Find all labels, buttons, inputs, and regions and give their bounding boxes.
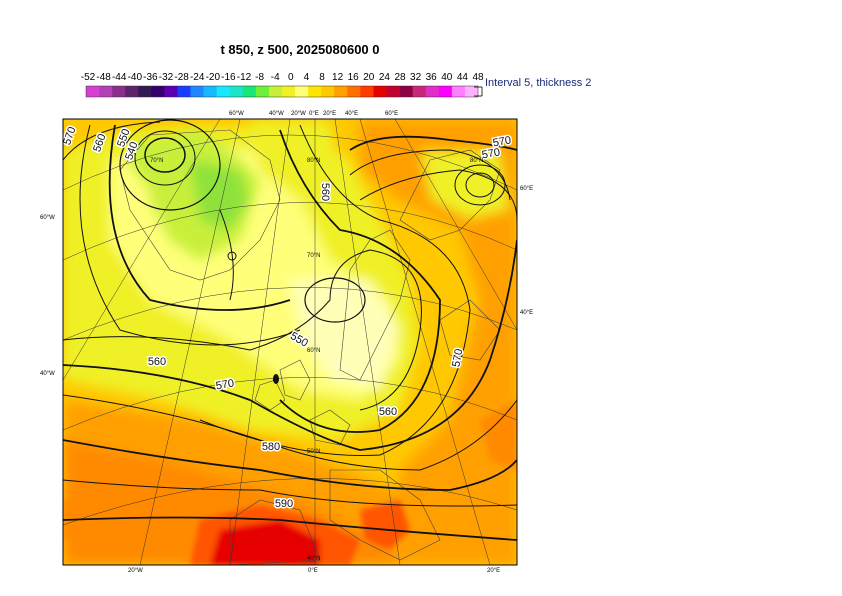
legend-tick-label: -48 — [96, 72, 111, 83]
graticule-label: 80°N — [307, 158, 321, 164]
legend-swatch — [438, 86, 453, 97]
graticule-label: 80°N — [470, 158, 484, 164]
temperature-field: 570 560 5505405605705505605705805905705605… — [63, 119, 517, 565]
legend-tick-label: 48 — [472, 72, 484, 83]
legend-tick-label: 16 — [347, 72, 359, 83]
legend-tick-label: -12 — [236, 72, 252, 83]
graticule-label: 60°W — [40, 215, 55, 221]
contour-label: 560 — [379, 406, 397, 418]
graticule-label: 40°E — [345, 111, 359, 117]
contour-dot — [273, 374, 279, 384]
contour-label: 570 — [481, 146, 501, 161]
legend-tick-label: 0 — [288, 72, 294, 83]
contour-label: 590 — [275, 498, 293, 510]
legend-tick-label: 8 — [319, 72, 325, 83]
contour-label: 560 — [319, 183, 331, 201]
legend-swatch — [177, 86, 191, 97]
color-legend — [85, 85, 483, 98]
legend-tick-label: -40 — [127, 72, 143, 83]
legend-tick-label: 28 — [394, 72, 406, 83]
graticule-label: 60°W — [229, 111, 244, 117]
legend-tick-label: -8 — [255, 72, 265, 83]
graticule-label: 60°E — [520, 186, 534, 192]
legend-swatch — [255, 86, 270, 97]
legend-tick-label: -16 — [221, 72, 236, 83]
legend-swatch — [334, 86, 348, 97]
legend-tick-label: 32 — [410, 72, 422, 83]
legend-swatch — [112, 86, 126, 97]
legend-tick-label: -36 — [143, 72, 158, 83]
graticule-label: 70°N — [307, 253, 321, 259]
legend-tick-label: -4 — [270, 72, 280, 83]
legend-arrow — [474, 86, 483, 97]
legend-tick-label: -32 — [158, 72, 174, 83]
legend-swatch — [151, 86, 165, 97]
legend-swatch — [190, 86, 204, 97]
legend-swatch — [399, 86, 413, 97]
legend-swatch — [412, 86, 427, 97]
legend-tick-label: 40 — [441, 72, 453, 83]
legend-color-boxes — [85, 85, 479, 98]
legend-swatch — [164, 86, 178, 97]
map-frame — [62, 118, 518, 566]
graticule-label: 60°N — [307, 348, 321, 354]
legend-swatch — [295, 86, 309, 97]
legend-swatch — [308, 86, 322, 97]
legend-tick-label: 36 — [425, 72, 437, 83]
graticule-label: 20°W — [128, 568, 143, 574]
contour-label: 570 — [492, 134, 512, 149]
legend-tick-label: 24 — [378, 72, 390, 83]
contour-label: 560 — [148, 356, 166, 368]
legend-interval-note: Interval 5, thickness 2 — [485, 77, 592, 89]
graticule-label: 50°N — [307, 449, 321, 455]
legend-swatch — [216, 86, 231, 97]
legend-tick-label: 4 — [303, 72, 310, 83]
graticule-label: 70°N — [150, 158, 164, 164]
graticule-label: 20°W — [291, 111, 306, 117]
contour-label: 580 — [262, 441, 280, 453]
chart-title: t 850, z 500, 2025080600 0 — [220, 42, 380, 57]
contour-label: 570 — [215, 377, 235, 392]
legend-tick-label: 20 — [363, 72, 375, 83]
graticule-label: 20°E — [323, 111, 337, 117]
contour-label: 570 — [450, 348, 465, 368]
legend-swatch — [373, 86, 387, 97]
legend-tick-label: -20 — [205, 72, 221, 83]
legend-swatch — [229, 86, 244, 97]
legend-swatch — [282, 86, 296, 97]
graticule-label: 20°E — [487, 568, 501, 574]
legend-swatch — [125, 86, 139, 97]
legend-tick-label: 44 — [456, 72, 468, 83]
legend-swatch — [321, 86, 335, 97]
height-contours — [63, 119, 517, 541]
graticule-label: 40°E — [520, 310, 534, 316]
graticule-label: 40°N — [307, 556, 321, 562]
legend-tick-label: -52 — [80, 72, 96, 83]
legend-swatch — [268, 86, 283, 97]
legend-tick-label: -28 — [174, 72, 189, 83]
legend-swatch — [86, 86, 100, 97]
legend-swatch — [99, 86, 113, 97]
legend-swatch — [425, 86, 440, 97]
legend-swatch — [386, 86, 400, 97]
graticule-label: 0°E — [309, 111, 319, 117]
graticule-label: 40°W — [269, 111, 284, 117]
legend-swatch — [360, 86, 374, 97]
contour-labels: 570 560 5505405605705505605705805905705605… — [63, 124, 514, 512]
legend-swatch — [203, 86, 217, 97]
legend-swatch — [347, 86, 361, 97]
coastlines — [119, 129, 501, 565]
legend-swatch — [242, 86, 257, 97]
legend-swatch — [464, 86, 479, 97]
legend-swatch — [138, 86, 152, 97]
legend-tick-label: -24 — [189, 72, 205, 83]
legend-tick-label: -44 — [111, 72, 127, 83]
graticule-label: 0°E — [308, 568, 318, 574]
graticule-label: 60°E — [385, 111, 399, 117]
legend-tick-label: 12 — [332, 72, 344, 83]
graticule-label: 40°W — [40, 371, 55, 377]
legend-swatch — [451, 86, 466, 97]
